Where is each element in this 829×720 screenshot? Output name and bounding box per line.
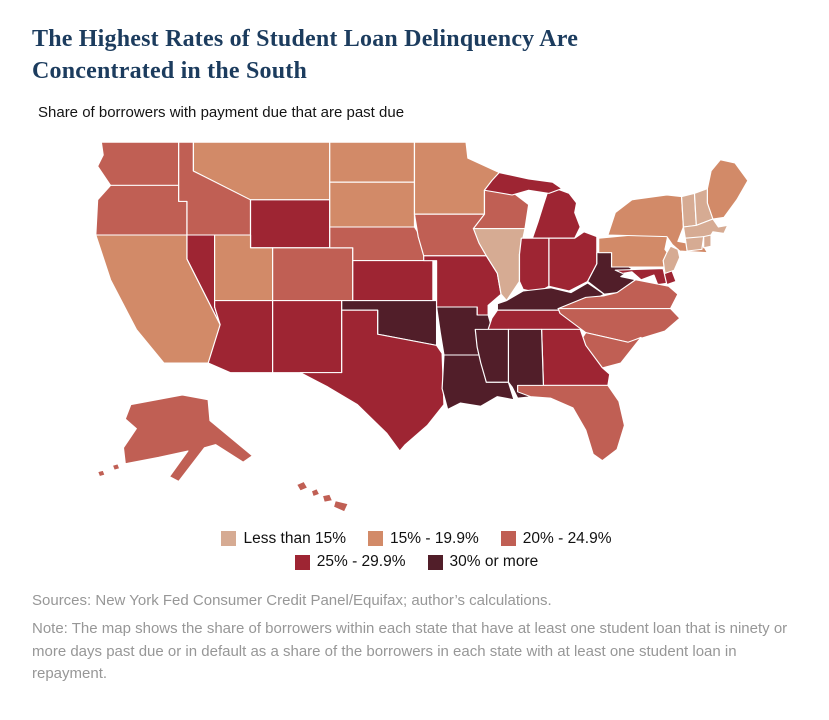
chart-card: The Highest Rates of Student Loan Delinq… (32, 26, 801, 686)
state-hi (310, 487, 321, 497)
state-ms (474, 328, 510, 383)
state-co (272, 247, 354, 301)
state-nc (557, 307, 681, 343)
state-me (706, 159, 749, 220)
state-wy (249, 199, 331, 249)
state-hi (332, 499, 349, 513)
legend-swatch-icon (500, 531, 516, 547)
state-wa (97, 141, 180, 186)
state-nj (662, 245, 681, 274)
state-mi (483, 171, 563, 196)
chart-title: The Highest Rates of Student Loan Delinq… (32, 26, 579, 84)
legend-label: Less than 15% (243, 529, 347, 547)
state-nd (329, 141, 416, 183)
legend-item-0: Less than 15% (221, 531, 346, 547)
map-legend: Less than 15% 15% - 19.9% 20% - 24.9% 25% … (32, 527, 801, 574)
chart-subtitle: Share of borrowers with payment due that… (38, 103, 405, 121)
state-ak (97, 469, 106, 477)
legend-swatch-icon (294, 554, 310, 570)
state-va (557, 279, 679, 309)
legend-swatch-icon (368, 531, 384, 547)
state-az (207, 299, 274, 373)
state-sd (329, 181, 416, 228)
state-tx (299, 309, 445, 452)
state-ny (607, 194, 708, 253)
state-ak (111, 463, 121, 471)
state-ct (684, 235, 705, 252)
sources-text: Sources: New York Fed Consumer Credit Pa… (32, 591, 552, 609)
state-ri (703, 234, 712, 249)
legend-item-3: 25% - 29.9% (294, 553, 406, 571)
legend-item-4: 30% or more (427, 553, 539, 571)
state-or (95, 184, 188, 236)
legend-label: 15% - 19.9% (390, 529, 479, 547)
legend-label: 25% - 29.9% (316, 553, 406, 571)
legend-item-2: 20% - 24.9% (500, 529, 612, 547)
chart-footer: Sources: New York Fed Consumer Credit Pa… (32, 590, 801, 686)
state-hi (295, 480, 309, 492)
legend-label: 20% - 24.9% (522, 529, 612, 547)
legend-swatch-icon (427, 554, 443, 570)
us-choropleth-map (70, 123, 801, 523)
legend-swatch-icon (221, 531, 237, 547)
us-map-svg (95, 141, 749, 513)
state-vt (680, 192, 697, 228)
legend-item-1: 15% - 19.9% (368, 531, 479, 547)
state-hi (321, 493, 334, 503)
state-fl (517, 384, 626, 461)
state-nm (272, 299, 343, 373)
state-mi (531, 187, 581, 239)
state-ks (352, 259, 434, 301)
legend-row-1: Less than 15% 15% - 19.9% 20% - 24.9% (32, 527, 801, 551)
legend-row-2: 25% - 29.9% 30% or more (32, 550, 801, 574)
state-in (518, 237, 550, 293)
note-text: Note: The map shows the share of borrowe… (32, 620, 788, 683)
legend-label: 30% or more (449, 553, 539, 571)
state-ak (122, 394, 253, 482)
